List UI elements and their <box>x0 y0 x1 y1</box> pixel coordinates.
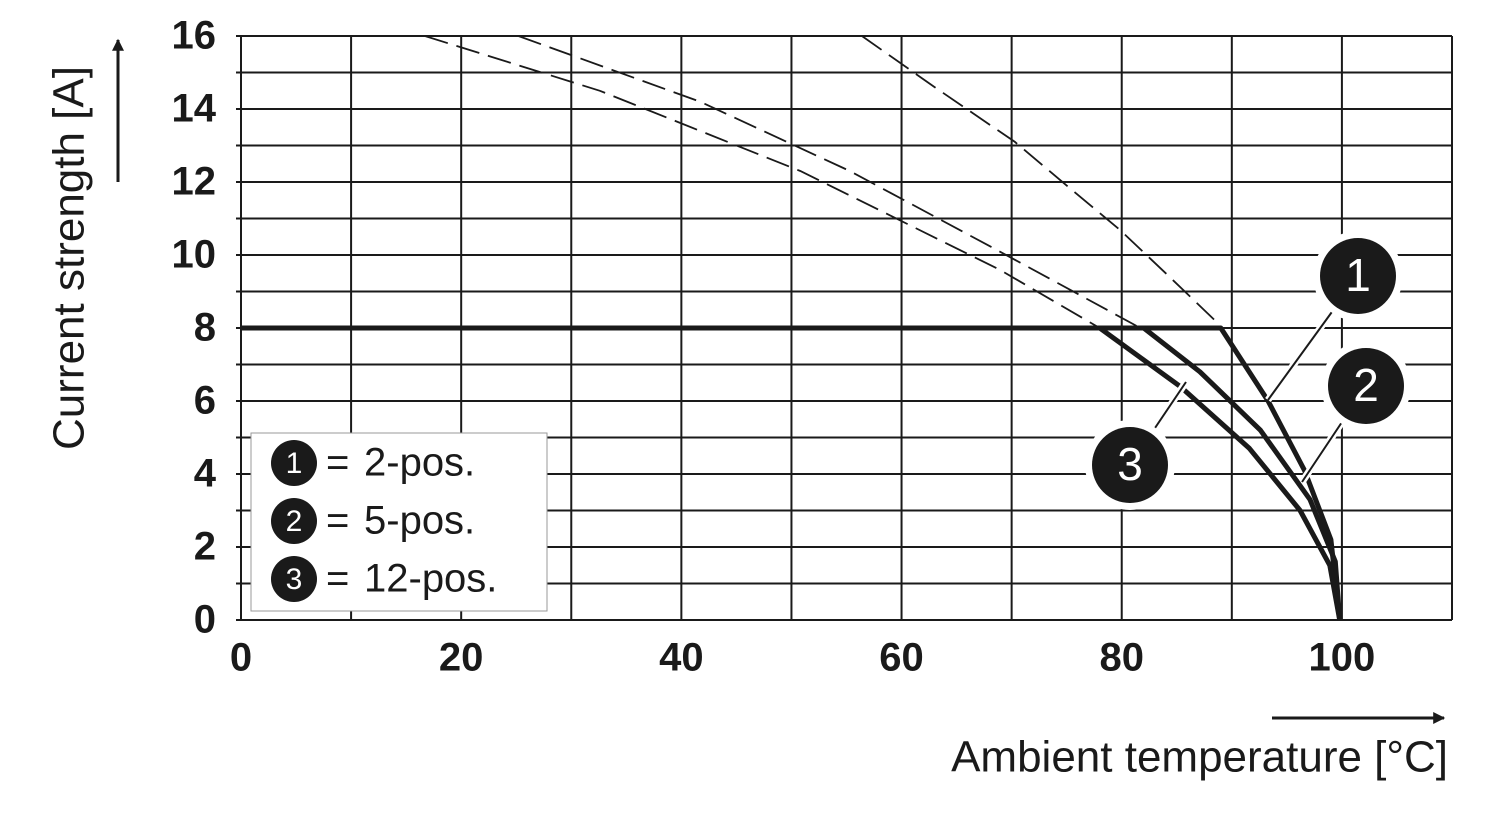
legend-badge <box>271 498 317 544</box>
callout-badge <box>1092 427 1168 503</box>
x-axis-title: Ambient temperature [°C] <box>951 733 1448 782</box>
legend-label: 5-pos. <box>364 499 475 543</box>
y-tick-label: 10 <box>172 233 217 277</box>
callout-label: 2 <box>1353 359 1379 411</box>
y-tick-label: 8 <box>194 306 216 350</box>
y-tick-label: 0 <box>194 598 216 642</box>
x-tick-label: 100 <box>1309 636 1376 680</box>
legend-separator: = <box>326 441 349 485</box>
legend-badge-label: 3 <box>286 563 303 596</box>
callout-label: 3 <box>1117 438 1143 490</box>
x-tick-label: 0 <box>230 636 252 680</box>
derating-extension <box>861 35 1216 322</box>
callout-label: 1 <box>1345 249 1371 301</box>
y-tick-label: 14 <box>172 87 217 131</box>
callout-badge <box>1328 348 1404 424</box>
legend-label: 2-pos. <box>364 441 475 485</box>
derating-curve <box>241 325 1343 621</box>
x-tick-label: 80 <box>1099 636 1144 680</box>
callout-badge <box>1320 238 1396 314</box>
x-tick-label: 40 <box>659 636 704 680</box>
y-tick-label: 6 <box>194 379 216 423</box>
y-tick-label: 16 <box>172 14 217 58</box>
legend-separator: = <box>326 557 349 601</box>
legend-badge <box>271 556 317 602</box>
legend-badge-label: 2 <box>286 505 303 538</box>
legend-badge-label: 1 <box>286 447 303 480</box>
derating-curve <box>241 325 1343 621</box>
callouts: 1 2 3 <box>1085 231 1411 510</box>
y-tick-label: 4 <box>194 452 217 496</box>
y-axis-title: Current strength [A] <box>45 66 94 450</box>
derating-extension <box>424 35 1101 329</box>
x-tick-label: 60 <box>879 636 924 680</box>
legend-separator: = <box>326 499 349 543</box>
y-tick-label: 2 <box>194 525 216 569</box>
curves <box>241 35 1343 621</box>
x-tick-label: 20 <box>439 636 484 680</box>
legend-label: 12-pos. <box>364 557 497 601</box>
derating-extension <box>518 35 1141 329</box>
y-tick-label: 12 <box>172 160 217 204</box>
legend-badge <box>271 440 317 486</box>
legend: 1 = 2-pos. 2 = 5-pos. 3 = 12-pos. <box>250 432 548 612</box>
